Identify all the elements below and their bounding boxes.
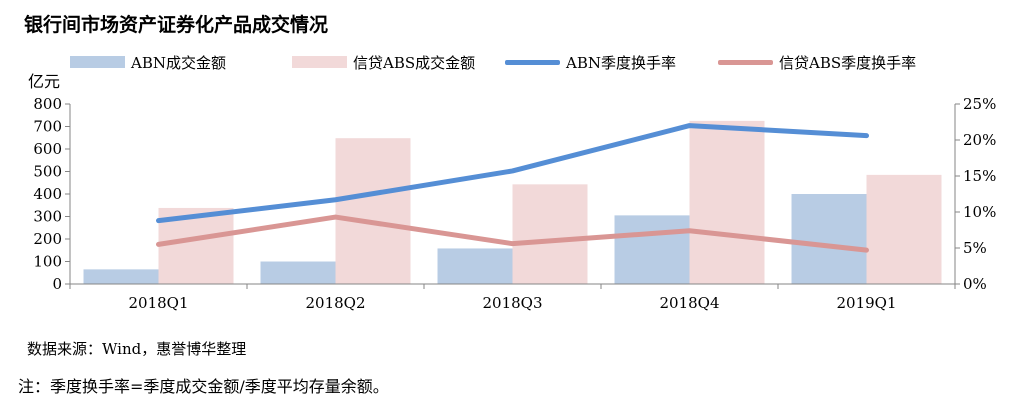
legend-item-abs-turnover: 信贷ABS季度换手率 (718, 49, 916, 75)
x-tick-label: 2018Q1 (128, 294, 188, 312)
legend-label-abn-turnover: ABN季度换手率 (566, 53, 676, 72)
y-tick-label: 400 (33, 185, 62, 203)
bar-abn-amount-2018Q2 (260, 261, 336, 284)
legend-label-abs-amount: 信贷ABS成交金额 (353, 53, 476, 72)
bar-abn-amount-2019Q1 (791, 194, 867, 284)
legend-item-abs-amount: 信贷ABS成交金额 (292, 49, 475, 75)
y-tick-label: 300 (33, 208, 62, 226)
y2-tick-label: 20% (963, 131, 996, 149)
legend-item-abn-turnover: ABN季度换手率 (505, 49, 676, 75)
y2-tick-label: 15% (963, 167, 996, 185)
legend-swatch-abs-amount (292, 56, 347, 68)
data-source: 数据来源：Wind，惠誉博华整理 (27, 340, 247, 358)
legend-swatch-abs-turnover (718, 59, 773, 65)
bar-abs-amount-2018Q2 (335, 138, 411, 284)
legend-swatch-abn-turnover (505, 59, 560, 65)
legend-label-abn-amount: ABN成交金额 (131, 53, 226, 72)
x-tick-label: 2019Q1 (836, 294, 896, 312)
line-abs-turnover (156, 214, 869, 253)
chart-title: 银行间市场资产证券化产品成交情况 (24, 14, 329, 36)
legend-swatch-abn-amount (70, 56, 125, 68)
y-axis-unit: 亿元 (28, 72, 61, 91)
y-tick-label: 0 (52, 275, 62, 293)
bar-abn-amount-2018Q1 (83, 269, 159, 284)
y2-tick-label: 25% (963, 95, 996, 113)
legend-label-abs-turnover: 信贷ABS季度换手率 (779, 53, 917, 72)
y2-tick-label: 5% (963, 239, 987, 257)
legend-item-abn-amount: ABN成交金额 (70, 49, 226, 75)
y-tick-label: 100 (33, 253, 62, 271)
x-tick-label: 2018Q2 (305, 294, 365, 312)
bar-abn-amount-2018Q3 (437, 248, 513, 284)
footnote: 注：季度换手率=季度成交金额/季度平均存量余额。 (18, 377, 389, 396)
y-tick-label: 500 (33, 163, 62, 181)
line-abn-turnover (156, 123, 869, 224)
y-tick-label: 800 (33, 95, 62, 113)
bar-abs-amount-2018Q3 (512, 184, 588, 284)
x-tick-label: 2018Q4 (659, 294, 719, 312)
y-tick-label: 700 (33, 118, 62, 136)
bar-abn-amount-2018Q4 (614, 215, 690, 284)
bar-abs-amount-2018Q4 (689, 120, 765, 284)
bar-abs-amount-2019Q1 (866, 174, 942, 284)
y2-tick-label: 10% (963, 203, 996, 221)
y-tick-label: 200 (33, 230, 62, 248)
y-tick-label: 600 (33, 140, 62, 158)
y2-tick-label: 0% (963, 275, 987, 293)
x-tick-label: 2018Q3 (482, 294, 542, 312)
